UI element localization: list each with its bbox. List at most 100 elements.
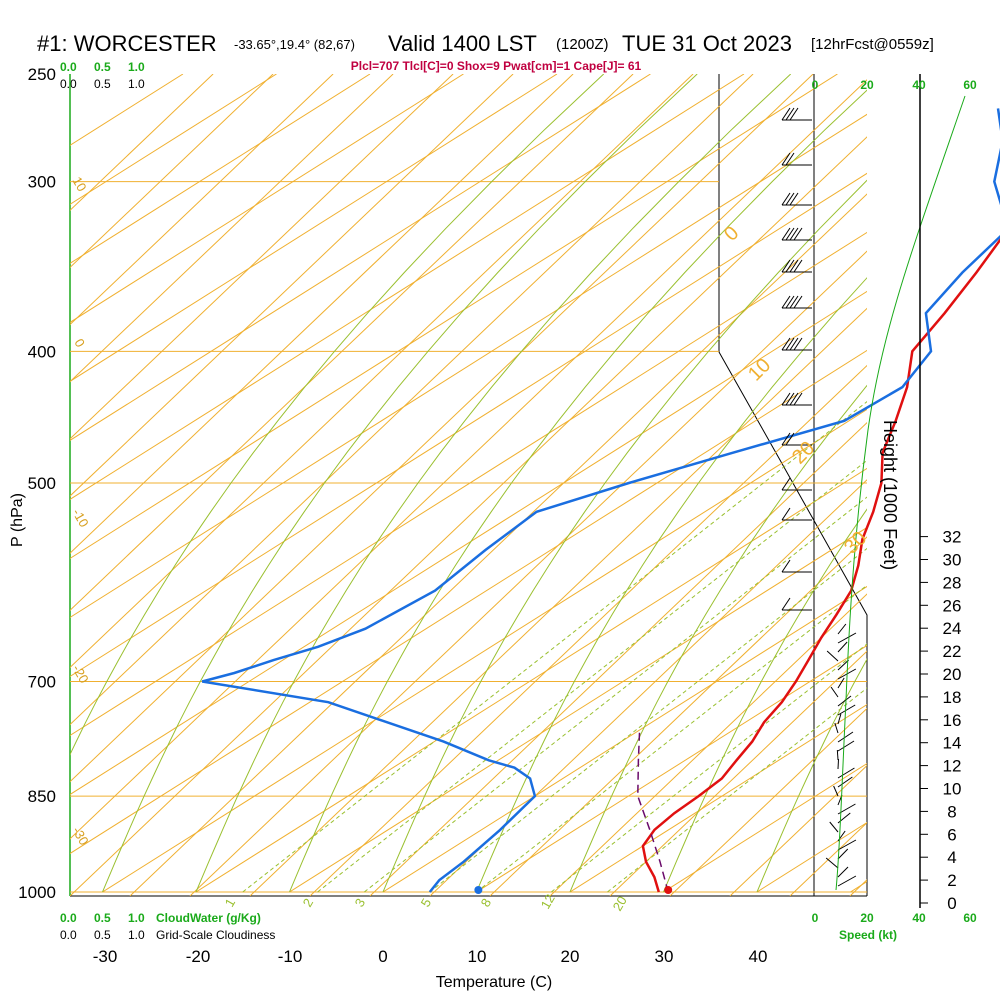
wind-barb-flag: [781, 107, 791, 121]
cloudiness-tick: 0.0: [60, 928, 77, 942]
wind-barb-flag: [785, 192, 795, 206]
wind-barb-shaft: [837, 704, 856, 716]
dry-adiabat-line: [70, 74, 574, 554]
mixing-ratio-label: 20: [610, 893, 630, 913]
wind-barb-flag: [785, 392, 795, 406]
wind-barb-shaft: [837, 740, 855, 752]
adiabat-grid: [70, 74, 867, 893]
wind-barb-flag: [785, 432, 795, 446]
wind-barb-shaft: [837, 713, 842, 725]
dry-adiabat-line: [70, 74, 634, 611]
mixing-ratio-line: [429, 547, 867, 893]
dry-adiabat-line: [70, 74, 514, 497]
isotherm-label: 20: [788, 437, 819, 468]
height-tick-label: 28: [943, 573, 962, 592]
height-tick-label: 24: [943, 619, 962, 638]
wind-barb-shaft: [837, 848, 849, 860]
x-tick-label: 30: [655, 947, 674, 966]
cloud-water-tick: 0.5: [94, 911, 111, 925]
height-tick-label: 32: [943, 528, 962, 547]
wind-barb-shaft: [837, 695, 852, 707]
height-tick-label: 16: [943, 711, 962, 730]
wind-barb-flag: [793, 392, 803, 406]
height-tick-label: 4: [947, 848, 956, 867]
station-coords: -33.65°,19.4° (82,67): [234, 37, 355, 52]
dry-adiabat-line: [309, 364, 867, 896]
parcel-line: [637, 730, 669, 893]
wind-barb-shaft: [834, 722, 839, 734]
dry-adiabat-line: [549, 593, 867, 896]
moist-adiabat-line: [476, 277, 867, 893]
mixing-ratio-label: 12: [538, 891, 558, 911]
wind-barb-flag: [793, 259, 803, 273]
dry-adiabat-line: [609, 650, 867, 896]
wind-barb-flag: [793, 295, 803, 309]
isotherm-grid: [70, 74, 867, 896]
wind-barb-flag: [785, 152, 795, 166]
wind-barb-flag: [781, 192, 791, 206]
height-tick-label: 22: [943, 642, 962, 661]
speed-tick: 20: [860, 78, 874, 92]
cloudiness-tick: 1.0: [128, 77, 145, 91]
moist-adiabat-line: [195, 74, 792, 893]
isotherm-line: [70, 231, 867, 737]
isotherm-label: -20: [69, 662, 91, 686]
cloud-water-label: CloudWater (g/Kg): [156, 911, 261, 925]
height-tick-label: 30: [943, 551, 962, 570]
mixing-ratio-line: [476, 584, 867, 893]
wind-barb-shaft: [837, 767, 855, 779]
wind-barb-shaft: [837, 659, 849, 671]
height-tick-label: 20: [943, 665, 962, 684]
moist-adiabat-line: [289, 89, 867, 893]
y-tick-label: 1000: [18, 883, 56, 902]
x-tick-label: -10: [278, 947, 303, 966]
dry-adiabat-line: [669, 707, 867, 896]
dry-adiabat-line: [189, 250, 867, 896]
cloud-scale-bottom: 0.0 0.5 1.0 CloudWater (g/Kg) 0.0 0.5 1.…: [60, 911, 275, 942]
mixing-ratio-grid: [242, 400, 867, 893]
dry-adiabat-line: [70, 74, 694, 669]
moist-adiabat-line: [70, 74, 605, 756]
zulu-time: (1200Z): [556, 36, 609, 53]
isotherm-line: [70, 74, 745, 500]
x-tick-label: 40: [749, 947, 768, 966]
isotherm-label: -30: [69, 824, 91, 848]
wind-barb-flag: [781, 227, 791, 241]
dewpoint-line: [201, 108, 1000, 893]
height-tick-label: 12: [943, 757, 962, 776]
y-axis-label: P (hPa): [9, 493, 26, 547]
height-tick-label: 14: [943, 734, 962, 753]
moist-adiabat-line: [756, 658, 867, 893]
y-tick-label: 700: [28, 673, 56, 692]
dry-adiabat-line: [70, 74, 334, 326]
wind-barb-flag: [781, 152, 791, 166]
wind-barb-flag: [785, 337, 795, 351]
speed-tick: 0: [812, 911, 819, 925]
height-tick-label: 26: [943, 596, 962, 615]
x-tick-label: 0: [378, 947, 387, 966]
height-axis-label: Height (1000 Feet): [880, 420, 900, 570]
cloud-water-tick: 0.5: [94, 60, 111, 74]
isotherm-line: [70, 74, 371, 264]
y-tick-label: 850: [28, 787, 56, 806]
x-tick-label: -20: [186, 947, 211, 966]
wind-barb-flag: [785, 295, 795, 309]
x-tick-label: -30: [93, 947, 118, 966]
isotherm-label: 0: [71, 336, 88, 350]
isotherm-line: [382, 585, 867, 893]
cloudiness-tick: 0.5: [94, 928, 111, 942]
isotherm-line: [850, 880, 867, 893]
wind-barb-shaft: [837, 641, 848, 653]
isotherm-line: [70, 113, 867, 619]
wind-barb-shaft: [837, 623, 847, 635]
wind-barbs: [781, 107, 857, 887]
cloudiness-tick: 0.0: [60, 77, 77, 91]
cloud-water-tick: 0.0: [60, 60, 77, 74]
wind-barb-flag: [785, 259, 795, 273]
dry-adiabat-line: [369, 421, 867, 896]
wind-barb-shaft: [830, 686, 839, 698]
height-tick-label: 8: [947, 802, 956, 821]
